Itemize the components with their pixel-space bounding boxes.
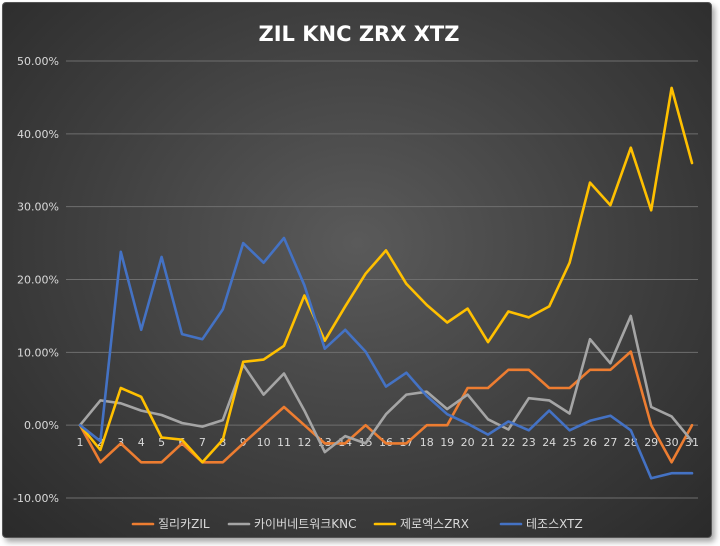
legend-label: 제로엑스ZRX xyxy=(400,517,469,531)
x-tick-label: 2 xyxy=(97,436,104,449)
x-tick-label: 27 xyxy=(603,436,617,449)
x-tick-label: 8 xyxy=(219,436,226,449)
x-tick-label: 4 xyxy=(138,436,145,449)
x-tick-label: 21 xyxy=(481,436,495,449)
y-tick-label: -10.00% xyxy=(13,492,59,505)
x-axis-ticks: 1 2 3 4 5 6 7 8 9 10 11 12 13 14 15 16 17 18 19 20 21 22 23 24 2… xyxy=(77,436,700,449)
series-line-0 xyxy=(78,350,694,464)
series-line-1 xyxy=(78,314,694,454)
x-tick-label: 7 xyxy=(199,436,206,449)
x-tick-label: 26 xyxy=(583,436,597,449)
legend-label: 질리카ZIL xyxy=(158,517,210,531)
chart-frame: ZIL KNC ZRX XTZ -10.00% 0.00% 10.00% 20.00%… xyxy=(2,2,712,538)
y-tick-label: 0.00% xyxy=(24,419,59,432)
x-tick-label: 25 xyxy=(563,436,577,449)
x-tick-label: 20 xyxy=(461,436,475,449)
x-tick-label: 23 xyxy=(522,436,536,449)
x-tick-label: 11 xyxy=(277,436,291,449)
x-tick-label: 24 xyxy=(542,436,556,449)
line-chart: ZIL KNC ZRX XTZ -10.00% 0.00% 10.00% 20.00%… xyxy=(13,22,700,531)
x-tick-label: 22 xyxy=(501,436,515,449)
x-tick-label: 30 xyxy=(665,436,679,449)
series-line-3 xyxy=(78,236,694,480)
legend: 질리카ZIL 카이버네트워크KNC 제로엑스ZRX 테조스XTZ xyxy=(131,517,583,531)
y-tick-label: 10.00% xyxy=(17,346,59,359)
x-tick-label: 29 xyxy=(644,436,658,449)
series-lines xyxy=(78,86,694,480)
x-tick-label: 10 xyxy=(257,436,271,449)
legend-label: 테조스XTZ xyxy=(526,517,583,531)
x-tick-label: 5 xyxy=(158,436,165,449)
y-tick-label: 30.00% xyxy=(17,201,59,214)
x-tick-label: 19 xyxy=(440,436,454,449)
y-tick-label: 20.00% xyxy=(17,274,59,287)
x-tick-label: 31 xyxy=(685,436,699,449)
series-line-2 xyxy=(78,86,694,464)
y-axis-ticks: -10.00% 0.00% 10.00% 20.00% 30.00% 40.00% 50.0… xyxy=(13,55,59,505)
chart-title: ZIL KNC ZRX XTZ xyxy=(259,22,460,46)
y-tick-label: 50.00% xyxy=(17,55,59,68)
gridlines xyxy=(66,60,698,499)
x-tick-label: 12 xyxy=(297,436,311,449)
x-tick-label: 18 xyxy=(420,436,434,449)
x-tick-label: 1 xyxy=(77,436,84,449)
y-tick-label: 40.00% xyxy=(17,128,59,141)
legend-label: 카이버네트워크KNC xyxy=(254,517,357,531)
